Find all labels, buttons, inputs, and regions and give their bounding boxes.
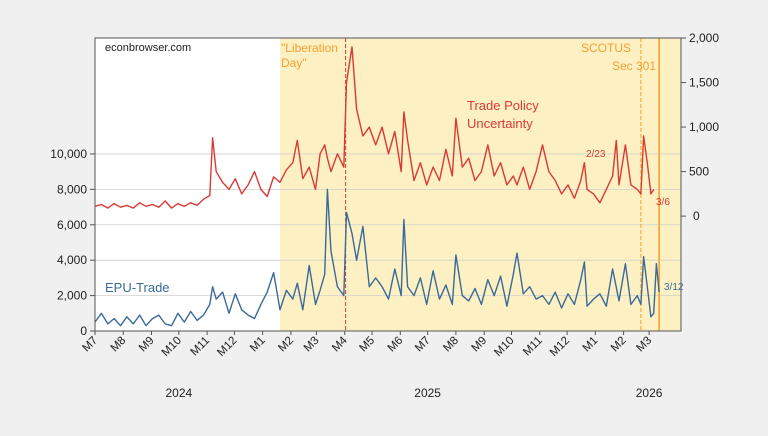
left-axis-tick-label: 6,000 xyxy=(57,218,87,232)
left-axis-tick-label: 0 xyxy=(80,324,87,338)
watermark: econbrowser.com xyxy=(105,42,191,54)
left-axis-tick-label: 8,000 xyxy=(57,182,87,196)
x-axis-tick-label: M1 xyxy=(248,335,268,355)
x-axis-tick-label: M9 xyxy=(469,335,489,355)
x-axis-tick-label: M2 xyxy=(609,335,629,355)
x-axis-year-label: 2025 xyxy=(414,386,441,400)
series-label-epu: EPU-Trade xyxy=(105,280,170,295)
x-axis-tick-label: M3 xyxy=(302,335,322,355)
series-label-tpu-1: Trade Policy xyxy=(467,98,539,113)
series-line-epu-trade xyxy=(94,188,660,327)
x-axis-tick-label: M5 xyxy=(357,335,377,355)
plot-frame xyxy=(94,37,682,332)
x-axis-tick-label: M9 xyxy=(137,335,157,355)
x-axis-year-label: 2026 xyxy=(636,386,663,400)
series-label-tpu-2: Uncertainty xyxy=(467,116,533,131)
x-axis-tick-label: M11 xyxy=(521,335,545,359)
annotation-3-12: 3/12 xyxy=(664,282,684,293)
annotation-liberation-2: Day" xyxy=(281,56,307,70)
x-axis-tick-label: M4 xyxy=(330,334,350,354)
annotation-sec301: Sec 301 xyxy=(612,59,656,73)
annotation-liberation-1: "Liberation xyxy=(281,41,338,55)
x-axis-tick-label: M2 xyxy=(276,335,296,355)
x-axis-tick-label: M12 xyxy=(548,335,572,359)
x-axis-year-label: 2024 xyxy=(165,386,192,400)
x-axis-tick-label: M10 xyxy=(160,335,184,359)
x-axis-tick-label: M6 xyxy=(386,335,406,355)
x-axis-tick-label: M10 xyxy=(492,335,516,359)
x-axis-tick-label: M7 xyxy=(413,335,433,355)
annotation-2-23: 2/23 xyxy=(586,149,606,160)
x-axis-tick-label: M12 xyxy=(215,335,239,359)
right-axis-tick-label: 1,000 xyxy=(689,120,719,134)
right-axis-tick-label: 0 xyxy=(693,209,700,223)
annotation-scotus: SCOTUS xyxy=(581,41,631,55)
right-axis-tick-label: 2,000 xyxy=(689,31,719,45)
annotation-3-6: 3/6 xyxy=(656,197,670,208)
x-axis-tick-label: M3 xyxy=(634,335,654,355)
series-line-tpu xyxy=(94,46,655,209)
left-axis-tick-label: 10,000 xyxy=(50,147,87,161)
x-axis-tick-label: M8 xyxy=(109,335,129,355)
x-axis-tick-label: M11 xyxy=(189,335,213,359)
left-axis-tick-label: 2,000 xyxy=(57,289,87,303)
right-axis-tick-label: 1,500 xyxy=(689,76,719,90)
x-axis-tick-label: M8 xyxy=(441,335,461,355)
right-axis-tick-label: 500 xyxy=(689,165,709,179)
left-axis-tick-label: 4,000 xyxy=(57,253,87,267)
x-axis-tick-label: M1 xyxy=(581,335,601,355)
